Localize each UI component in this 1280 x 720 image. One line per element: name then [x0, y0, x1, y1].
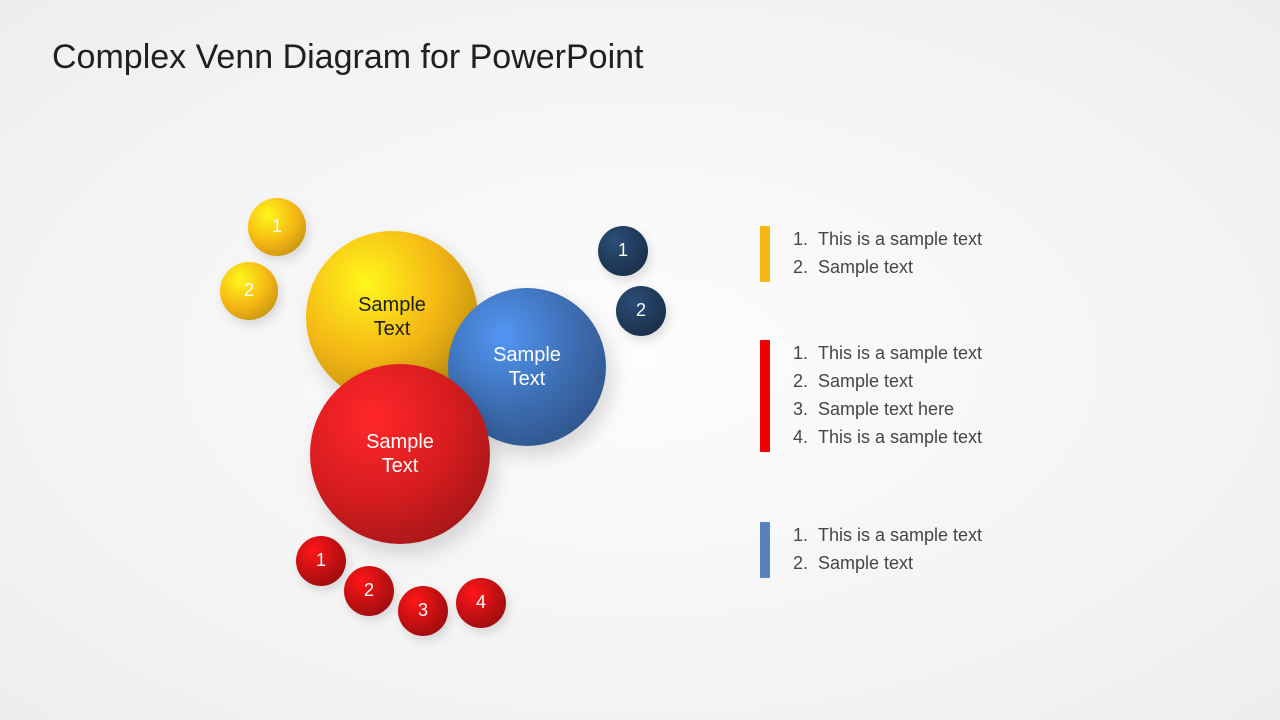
page-title: Complex Venn Diagram for PowerPoint	[52, 38, 644, 77]
legend-item: 2. Sample text	[788, 550, 982, 578]
venn-circle: Sample Text	[310, 364, 490, 544]
legend-item: 2. Sample text	[788, 368, 982, 396]
legend-item: 1. This is a sample text	[788, 226, 982, 254]
legend-item-number: 2.	[788, 550, 808, 578]
satellite-circle-label: 3	[418, 600, 428, 622]
satellite-circle-label: 2	[244, 280, 254, 302]
legend-block: 1. This is a sample text 2. Sample text	[760, 522, 982, 578]
legend-item-number: 2.	[788, 368, 808, 396]
legend-item: 4. This is a sample text	[788, 424, 982, 452]
legend-list: 1. This is a sample text 2. Sample text	[788, 226, 982, 282]
legend-item-number: 4.	[788, 424, 808, 452]
satellite-circle-label: 4	[476, 592, 486, 614]
legend-item-text: This is a sample text	[818, 522, 982, 550]
satellite-circle-label: 2	[636, 300, 646, 322]
legend-item-number: 3.	[788, 396, 808, 424]
satellite-circle: 1	[296, 536, 346, 586]
legend-color-bar	[760, 522, 770, 578]
legend-color-bar	[760, 340, 770, 452]
venn-circle-label: Sample Text	[493, 343, 561, 391]
satellite-circle-label: 1	[316, 550, 326, 572]
legend-item: 1. This is a sample text	[788, 522, 982, 550]
legend-item-number: 1.	[788, 340, 808, 368]
legend-item-text: This is a sample text	[818, 424, 982, 452]
legend-item: 1. This is a sample text	[788, 340, 982, 368]
legend-item-number: 1.	[788, 522, 808, 550]
legend-list: 1. This is a sample text 2. Sample text 3. Sa…	[788, 340, 982, 452]
legend-color-bar	[760, 226, 770, 282]
legend-block: 1. This is a sample text 2. Sample text	[760, 226, 982, 282]
satellite-circle: 1	[598, 226, 648, 276]
satellite-circle: 2	[616, 286, 666, 336]
legend-item-number: 1.	[788, 226, 808, 254]
legend-list: 1. This is a sample text 2. Sample text	[788, 522, 982, 578]
satellite-circle: 1	[248, 198, 306, 256]
legend-item-text: Sample text	[818, 254, 913, 282]
satellite-circle: 2	[220, 262, 278, 320]
legend-item-text: Sample text	[818, 550, 913, 578]
legend-item-number: 2.	[788, 254, 808, 282]
venn-circle-label: Sample Text	[358, 293, 426, 341]
legend-item: 2. Sample text	[788, 254, 982, 282]
satellite-circle: 4	[456, 578, 506, 628]
satellite-circle-label: 1	[272, 216, 282, 238]
venn-circle-label: Sample Text	[366, 430, 434, 478]
satellite-circle: 3	[398, 586, 448, 636]
satellite-circle: 2	[344, 566, 394, 616]
legend-item-text: This is a sample text	[818, 340, 982, 368]
legend-item-text: Sample text here	[818, 396, 954, 424]
legend-block: 1. This is a sample text 2. Sample text 3. Sa…	[760, 340, 982, 452]
legend-item-text: Sample text	[818, 368, 913, 396]
satellite-circle-label: 2	[364, 580, 374, 602]
legend-item: 3. Sample text here	[788, 396, 982, 424]
satellite-circle-label: 1	[618, 240, 628, 262]
legend-item-text: This is a sample text	[818, 226, 982, 254]
